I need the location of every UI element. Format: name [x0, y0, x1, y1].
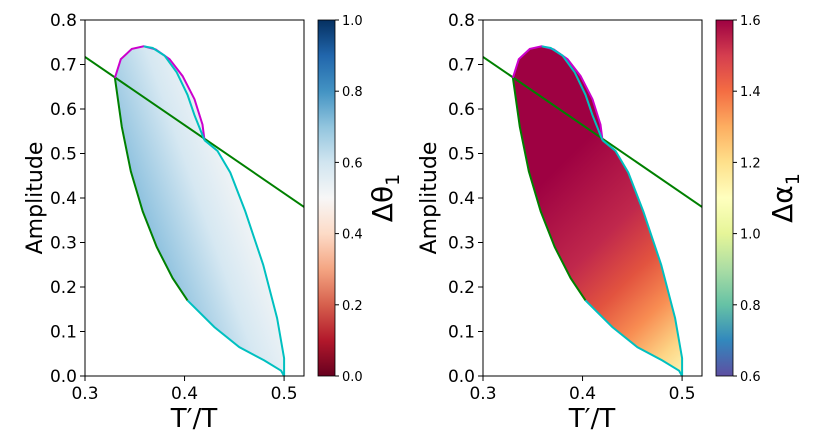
y-tick-label: 0.6	[50, 100, 77, 120]
y-tick-label: 0.6	[448, 100, 475, 120]
boundary-curve-4	[186, 139, 286, 376]
x-tick-label: 0.3	[469, 384, 496, 404]
y-tick-label: 0.3	[448, 234, 475, 254]
colorbar-tick-label: 0.6	[740, 370, 761, 385]
heatmap-region-left	[114, 46, 285, 376]
colorbar-tick-label: 1.0	[342, 14, 363, 29]
colorbar-label-right: Δα1	[766, 173, 804, 223]
x-axis-label-left: T′/T	[170, 404, 218, 434]
y-tick-label: 0.3	[50, 234, 77, 254]
colorbar-tick-label: 1.4	[740, 85, 761, 100]
x-axis-label-right: T′/T	[568, 404, 616, 434]
boundary-curve-0	[85, 56, 304, 208]
colorbar-tick-label: 1.6	[740, 14, 761, 29]
x-tick-label: 0.4	[171, 384, 198, 404]
curves-left	[85, 45, 304, 376]
y-ticks-left: 0.0 0.1 0.2 0.3 0.4 0.5 0.6 0.7 0.8	[50, 11, 85, 387]
colorbar-ticks-left: 0.0 0.2 0.4 0.6 0.8 1.0	[335, 14, 363, 385]
colorbar-tick-label: 0.8	[740, 299, 761, 314]
y-tick-label: 0.1	[448, 323, 475, 343]
curves-right	[483, 45, 702, 376]
panel-right: 0.0 0.1 0.2 0.3 0.4 0.5 0.6 0.7 0.8 0.3 0.4 0.5 Am…	[417, 11, 804, 434]
y-tick-label: 0.1	[50, 323, 77, 343]
y-tick-label: 0.5	[50, 145, 77, 165]
colorbar-ticks-right: 0.6 0.8 1.0 1.2 1.4 1.6	[733, 14, 761, 385]
x-tick-label: 0.5	[669, 384, 696, 404]
boundary-curve-3	[541, 45, 604, 141]
y-axis-label-left: Amplitude	[23, 142, 48, 255]
colorbar-right	[715, 19, 734, 377]
y-tick-label: 0.8	[50, 11, 77, 31]
x-tick-label: 0.3	[71, 384, 98, 404]
colorbar-tick-label: 0.0	[342, 370, 363, 385]
y-tick-label: 0.4	[50, 189, 77, 209]
colorbar-tick-label: 0.2	[342, 299, 363, 314]
y-tick-label: 0.4	[448, 189, 475, 209]
colorbar-tick-label: 0.6	[342, 156, 363, 171]
colorbar-tick-label: 1.2	[740, 156, 761, 171]
x-ticks-left: 0.3 0.4 0.5	[71, 376, 298, 404]
colorbar-tick-label: 1.0	[740, 228, 761, 243]
y-axis-label-right: Amplitude	[417, 142, 442, 255]
boundary-curve-1	[113, 77, 189, 301]
y-tick-label: 0.7	[448, 56, 475, 76]
x-tick-label: 0.5	[271, 384, 298, 404]
boundary-curve-4	[584, 139, 684, 376]
y-ticks-right: 0.0 0.1 0.2 0.3 0.4 0.5 0.6 0.7 0.8	[448, 11, 483, 387]
boundary-curve-0	[483, 56, 702, 208]
y-tick-label: 0.8	[448, 11, 475, 31]
y-tick-label: 0.0	[50, 367, 77, 387]
colorbar-label-left: Δθ1	[366, 174, 404, 222]
y-tick-label: 0.7	[50, 56, 77, 76]
boundary-curve-1	[511, 77, 587, 301]
x-tick-label: 0.4	[569, 384, 596, 404]
y-tick-label: 0.2	[448, 278, 475, 298]
x-ticks-right: 0.3 0.4 0.5	[469, 376, 696, 404]
heatmap-region-right	[512, 46, 683, 376]
colorbar-tick-label: 0.8	[342, 85, 363, 100]
boundary-curve-3	[143, 45, 206, 141]
colorbar-left	[317, 19, 336, 377]
colorbar-tick-label: 0.4	[342, 228, 363, 243]
y-tick-label: 0.0	[448, 367, 475, 387]
y-tick-label: 0.2	[50, 278, 77, 298]
y-tick-label: 0.5	[448, 145, 475, 165]
panel-left: 0.0 0.1 0.2 0.3 0.4 0.5 0.6 0.7 0.8 0.3 0.4 0.5 Am…	[23, 11, 404, 434]
